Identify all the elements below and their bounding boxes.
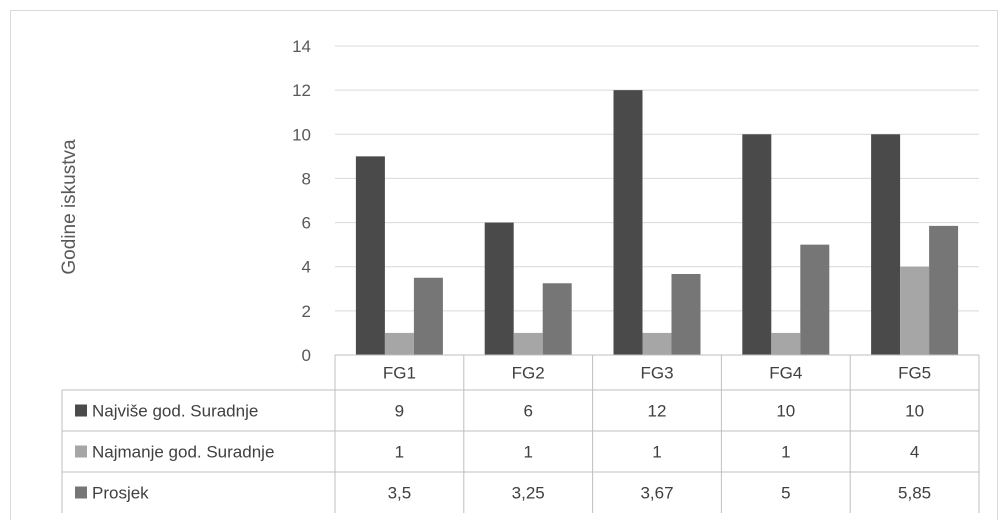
table-cell: 5,85 — [898, 484, 931, 503]
category-label: FG4 — [769, 364, 802, 383]
y-tick-label: 6 — [302, 214, 311, 233]
table-cell: 10 — [905, 402, 924, 421]
y-tick-label: 10 — [292, 125, 311, 144]
category-label: FG1 — [383, 364, 416, 383]
series-name: Prosjek — [92, 484, 149, 503]
bar — [642, 332, 672, 355]
y-tick-label: 4 — [302, 258, 311, 277]
table-cell: 9 — [395, 402, 404, 421]
series-name: Najviše god. Suradnje — [92, 402, 258, 421]
table-cell: 12 — [648, 402, 667, 421]
bar — [742, 134, 772, 355]
y-axis-ticks: 0 2 4 6 8 10 12 14 — [292, 37, 311, 365]
bars — [355, 90, 959, 356]
data-table: FG1 FG2 FG3 FG4 FG5 Najviše god. Suradnje 9 6 12… — [61, 354, 980, 513]
category-label: FG3 — [640, 364, 673, 383]
category-label: FG5 — [898, 364, 931, 383]
bar — [384, 332, 414, 355]
bar — [413, 277, 443, 355]
bar — [771, 332, 801, 355]
table-cell: 3,25 — [512, 484, 545, 503]
series-name: Najmanje god. Suradnje — [92, 443, 274, 462]
bar — [542, 283, 572, 355]
bar — [355, 156, 385, 355]
table-cell: 1 — [652, 443, 661, 462]
table-cell: 1 — [395, 443, 404, 462]
bar — [613, 90, 643, 356]
y-axis-title: Godine iskustva — [59, 139, 80, 275]
chart-frame — [10, 10, 998, 520]
y-tick-label: 8 — [302, 169, 311, 188]
table-cell: 1 — [523, 443, 532, 462]
table-cell: 6 — [523, 402, 532, 421]
table-cell: 4 — [910, 443, 919, 462]
legend-key — [75, 445, 87, 458]
bar — [484, 222, 514, 355]
y-tick-label: 14 — [292, 37, 311, 56]
bar — [929, 225, 959, 355]
y-tick-label: 2 — [302, 302, 311, 321]
table-cell: 5 — [781, 484, 790, 503]
category-label: FG2 — [512, 364, 545, 383]
bar — [513, 332, 543, 355]
bar — [871, 134, 901, 355]
table-cell: 10 — [776, 402, 795, 421]
table-cell: 3,67 — [640, 484, 673, 503]
legend-key — [75, 486, 87, 499]
bar — [800, 244, 830, 355]
bar — [671, 273, 701, 355]
y-tick-label: 0 — [302, 346, 311, 365]
table-cell: 3,5 — [388, 484, 412, 503]
bar — [900, 266, 930, 355]
y-tick-label: 12 — [292, 81, 311, 100]
legend-key — [75, 404, 87, 417]
table-cell: 1 — [781, 443, 790, 462]
